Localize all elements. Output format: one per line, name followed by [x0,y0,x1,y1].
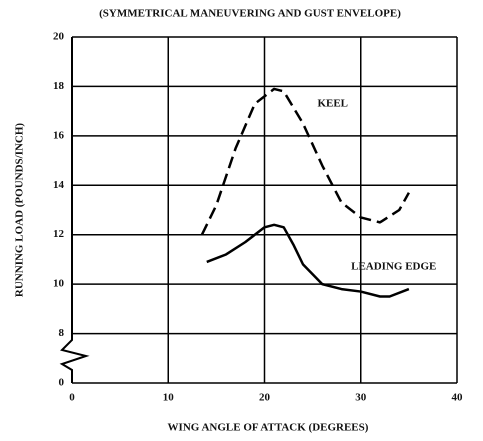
y-axis-label: RUNNING LOAD (POUNDS/INCH) [14,123,26,298]
x-tick-label: 30 [355,392,367,404]
y-tick-label: 20 [53,31,65,43]
line-series [200,87,410,236]
x-tick-label: 40 [452,392,464,404]
x-tick-label: 10 [163,392,175,404]
x-tick-label: 0 [69,392,75,404]
y-tick-label: 0 [59,377,65,389]
y-tick-label: 16 [53,129,65,141]
broken-axis [59,37,90,383]
line-series [206,223,410,298]
y-tick-label: 10 [53,278,65,290]
x-axis-label: WING ANGLE OF ATTACK (DEGREES) [168,422,369,434]
x-tick-label: 20 [259,392,271,404]
chart-title: (SYMMETRICAL MANEUVERING AND GUST ENVELO… [99,8,401,20]
y-tick-label: 14 [53,179,65,191]
y-tick-label: 18 [53,80,65,92]
series-label: LEADING EDGE [351,260,436,272]
y-tick-label: 8 [59,327,65,339]
y-tick-label: 12 [53,228,65,240]
series-label: KEEL [317,97,348,109]
